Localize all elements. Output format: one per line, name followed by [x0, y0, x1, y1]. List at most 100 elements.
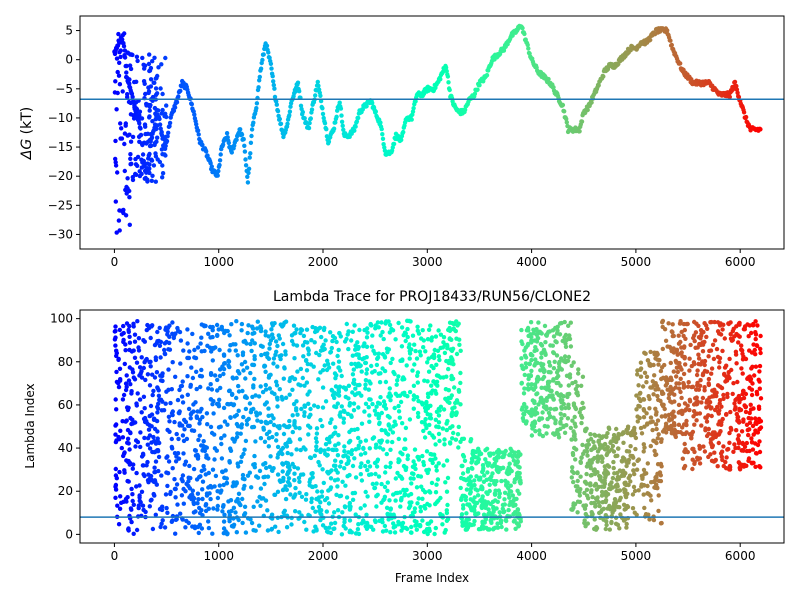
lambda-point [382, 523, 388, 529]
lambda-point [755, 442, 761, 448]
lambda-point [185, 374, 190, 379]
lambda-point [358, 439, 363, 444]
lambda-point [322, 363, 327, 368]
delta-g-point [122, 55, 128, 60]
lambda-point [363, 401, 369, 406]
lambda-point [320, 423, 325, 429]
lambda-point [280, 469, 285, 474]
lambda-point [717, 419, 722, 424]
lambda-point [369, 472, 374, 477]
lambda-point [720, 457, 725, 463]
lambda-point [269, 413, 274, 418]
lambda-point [306, 512, 311, 518]
lambda-point [215, 495, 221, 501]
lambda-point [328, 349, 334, 355]
lambda-point [336, 393, 342, 398]
lambda-point [220, 504, 226, 509]
lambda-point [652, 485, 657, 490]
lambda-point [508, 446, 513, 451]
delta-g-point [145, 161, 150, 166]
lambda-point [585, 461, 591, 466]
lambda-point [666, 377, 672, 383]
lambda-point [662, 362, 667, 368]
lambda-point [179, 476, 184, 482]
lambda-point [442, 437, 447, 442]
lambda-point [123, 348, 128, 353]
lambda-point [127, 447, 132, 452]
lambda-point [302, 519, 307, 525]
lambda-point [611, 465, 616, 471]
lambda-point [114, 407, 119, 412]
lambda-point [437, 438, 442, 444]
lambda-point [114, 369, 119, 375]
lambda-point [425, 379, 430, 384]
lambda-point [648, 349, 653, 355]
lambda-point [428, 323, 433, 328]
lambda-point [363, 451, 368, 456]
lambda-point [396, 436, 401, 442]
delta-g-point [117, 208, 122, 213]
lambda-point [124, 405, 130, 410]
lambda-point [270, 332, 275, 337]
lambda-point [135, 319, 140, 324]
lambda-point [369, 363, 374, 369]
lambda-point [154, 370, 160, 375]
lambda-point [583, 503, 589, 508]
lambda-point [529, 407, 535, 412]
lambda-point [380, 366, 385, 371]
lambda-point [555, 428, 560, 434]
lambda-point [364, 335, 370, 340]
lambda-point [160, 518, 165, 523]
lambda-point [576, 367, 581, 372]
lambda-point [131, 375, 136, 380]
lambda-point [710, 436, 715, 441]
lambda-point [293, 425, 298, 430]
lambda-point [484, 503, 489, 508]
delta-g-point [243, 163, 249, 168]
lambda-point [754, 392, 760, 397]
lambda-point [666, 321, 671, 326]
lambda-point [294, 343, 300, 348]
lambda-point [199, 374, 205, 379]
lambda-point [258, 384, 263, 389]
lambda-point [225, 422, 230, 427]
lambda-point [653, 422, 659, 427]
delta-g-point [147, 104, 152, 109]
delta-g-y-tick-label: −15 [48, 140, 73, 154]
lambda-point [373, 326, 378, 331]
delta-g-point [218, 152, 223, 157]
lambda-point [507, 471, 512, 476]
lambda-point [592, 526, 597, 532]
lambda-point [422, 378, 427, 383]
lambda-point [758, 346, 763, 352]
lambda-point [276, 452, 281, 457]
lambda-point [162, 351, 168, 357]
lambda-point [655, 436, 660, 441]
lambda-point [183, 525, 188, 530]
delta-g-point [133, 156, 138, 162]
lambda-point [190, 375, 196, 381]
lambda-point [355, 352, 360, 357]
lambda-point [202, 348, 207, 354]
lambda-point [275, 404, 280, 409]
lambda-point [747, 374, 752, 379]
lambda-point [329, 521, 334, 526]
lambda-point [681, 371, 687, 377]
lambda-point [497, 494, 502, 500]
lambda-point [421, 428, 426, 434]
delta-g-x-tick-label: 2000 [308, 255, 339, 269]
lambda-point [130, 498, 135, 504]
lambda-point [120, 419, 125, 424]
lambda-point [396, 519, 401, 525]
lambda-point [577, 493, 582, 498]
lambda-point [212, 446, 218, 451]
delta-g-point [156, 65, 161, 70]
lambda-point [393, 476, 398, 481]
lambda-point [364, 367, 370, 372]
lambda-point [634, 407, 639, 412]
lambda-point [139, 355, 144, 360]
lambda-point [148, 498, 153, 503]
lambda-point [699, 400, 704, 405]
delta-g-point [140, 142, 145, 148]
lambda-point [519, 356, 524, 361]
